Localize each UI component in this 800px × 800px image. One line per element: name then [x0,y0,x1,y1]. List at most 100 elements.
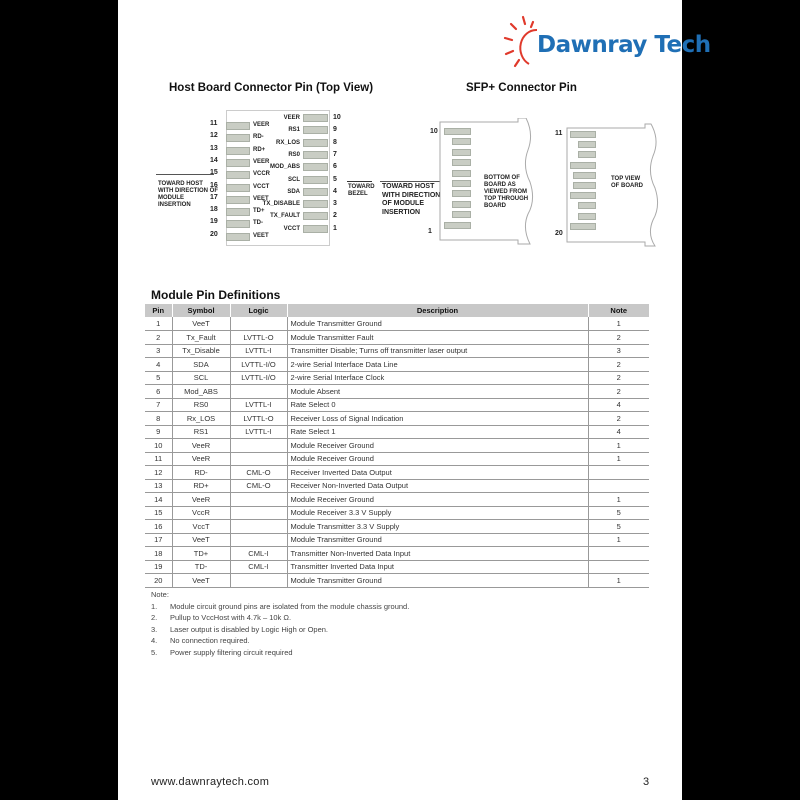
table-row: 2 Tx_Fault LVTTL-O Module Transmitter Fault… [145,330,649,345]
table-row: 11 VeeR Module Receiver Ground 1 [145,452,649,466]
description-cell: 2-wire Serial Interface Clock [287,371,589,385]
connector-pad [303,163,328,172]
logic-cell: LVTTL-I/O [230,371,288,385]
pin-number: 6 [333,163,337,171]
footer-url[interactable]: www.dawnraytech.com [151,776,270,788]
pin-cell: 13 [145,479,173,493]
description-cell: Transmitter Non-Inverted Data Input [287,546,589,561]
connector-pad [303,114,328,122]
note-cell: 1 [588,438,649,453]
pin-cell: 6 [145,384,173,399]
pin-cell: 12 [145,465,173,480]
logic-cell [230,384,288,399]
header-note: Note [588,304,649,317]
arrow-left-icon [156,174,214,175]
note-item: 5. Power supply filtering circuit require… [151,647,409,659]
connector-pad [303,224,328,233]
description-cell: Module Receiver Ground [287,438,589,453]
board-pad [452,211,471,219]
logic-cell [230,317,288,331]
board-pad [570,222,596,230]
description-cell: Rate Select 0 [287,398,589,412]
symbol-cell: VeeT [172,317,231,331]
logic-cell [230,519,288,534]
pin-cell: 1 [145,317,173,331]
connector-pad [226,134,250,143]
pin-number: 15 [210,169,218,177]
note-cell: 1 [588,573,649,588]
connector-pad [226,158,250,167]
description-cell: Rate Select 1 [287,425,589,439]
note-text: Module circuit ground pins are isolated … [170,601,410,611]
description-cell: Receiver Non-Inverted Data Output [287,479,589,493]
pin-number: 20 [210,230,218,238]
board-pad [452,200,471,208]
pin-number: 9 [333,126,337,134]
table-row: 8 Rx_LOS LVTTL-O Receiver Loss of Signal In… [145,411,649,426]
section-title: Module Pin Definitions [151,288,281,302]
pin-label: SCL [288,176,300,183]
board-pad [452,138,471,146]
note-cell: 2 [588,357,649,372]
table-row: 10 VeeR Module Receiver Ground 1 [145,438,649,453]
logic-cell: CML-I [230,560,288,574]
symbol-cell: RS1 [172,425,231,439]
document-page: Dawnray Tech Host Board Connector Pin (T… [118,0,711,800]
note-cell: 5 [588,506,649,520]
description-cell: 2-wire Serial Interface Data Line [287,357,589,372]
connector-pad [303,126,328,135]
symbol-cell: VeeR [172,452,231,466]
table-row: 1 VeeT Module Transmitter Ground 1 [145,317,649,331]
toward-host-label-mid: Toward Host with Direction of Module Ins… [382,183,441,216]
symbol-cell: VeeR [172,492,231,507]
pin-cell: 16 [145,519,173,534]
note-number: 1. [151,601,158,611]
pin-cell: 11 [145,452,173,466]
connector-pad [226,122,250,130]
note-cell [588,479,649,493]
note-cell: 4 [588,398,649,412]
pin-label: VccT [253,183,270,190]
pin-label: VeeR [283,115,300,121]
pin-label: Tx_Disable [262,201,300,208]
symbol-cell: RD+ [172,479,231,493]
pin-label: VeeR [253,158,270,165]
note-item: 4. No connection required. [151,635,409,647]
connector-pad [226,146,250,155]
connector-pad [226,195,250,204]
pin-label: Mod_ABS [269,164,300,171]
pin-cell: 15 [145,506,173,520]
logo-text: Dawnray Tech [537,32,711,58]
description-cell: Receiver Loss of Signal Indication [287,411,589,426]
note-number: 2. [151,613,158,622]
note-number: 5. [151,647,158,657]
symbol-cell: TD- [172,560,231,574]
logic-cell [230,506,288,520]
pin-number: 20 [555,230,563,237]
table-row: 20 VeeT Module Transmitter Ground 1 [145,573,649,588]
note-cell: 1 [588,317,649,331]
dawnray-logo: Dawnray Tech [503,14,711,74]
board-pad [452,148,471,156]
connector-pad [226,208,250,217]
pin-cell: 7 [145,398,173,412]
connector-pad [303,212,328,221]
pin-cell: 20 [145,573,173,588]
pin-cell: 14 [145,492,173,507]
arrow-left-icon [380,181,440,182]
board-pad [452,159,471,167]
note-cell [588,560,649,574]
table-row: 5 SCL LVTTL-I/O 2-wire Serial Interface Clo… [145,371,649,385]
note-item: 2. Pullup to VccHost with 4.7k – 10k Ω. [151,612,409,624]
note-number: 4. [151,636,158,645]
symbol-cell: Mod_ABS [172,384,231,399]
header-symbol: Symbol [172,304,231,317]
notes: Note: 1. Module circuit ground pins are i… [151,589,409,658]
board-pad [452,169,471,177]
logic-cell [230,438,288,453]
bottom-board-outline [439,118,534,245]
symbol-cell: RD- [172,465,231,480]
logic-cell: LVTTL-I [230,425,288,439]
